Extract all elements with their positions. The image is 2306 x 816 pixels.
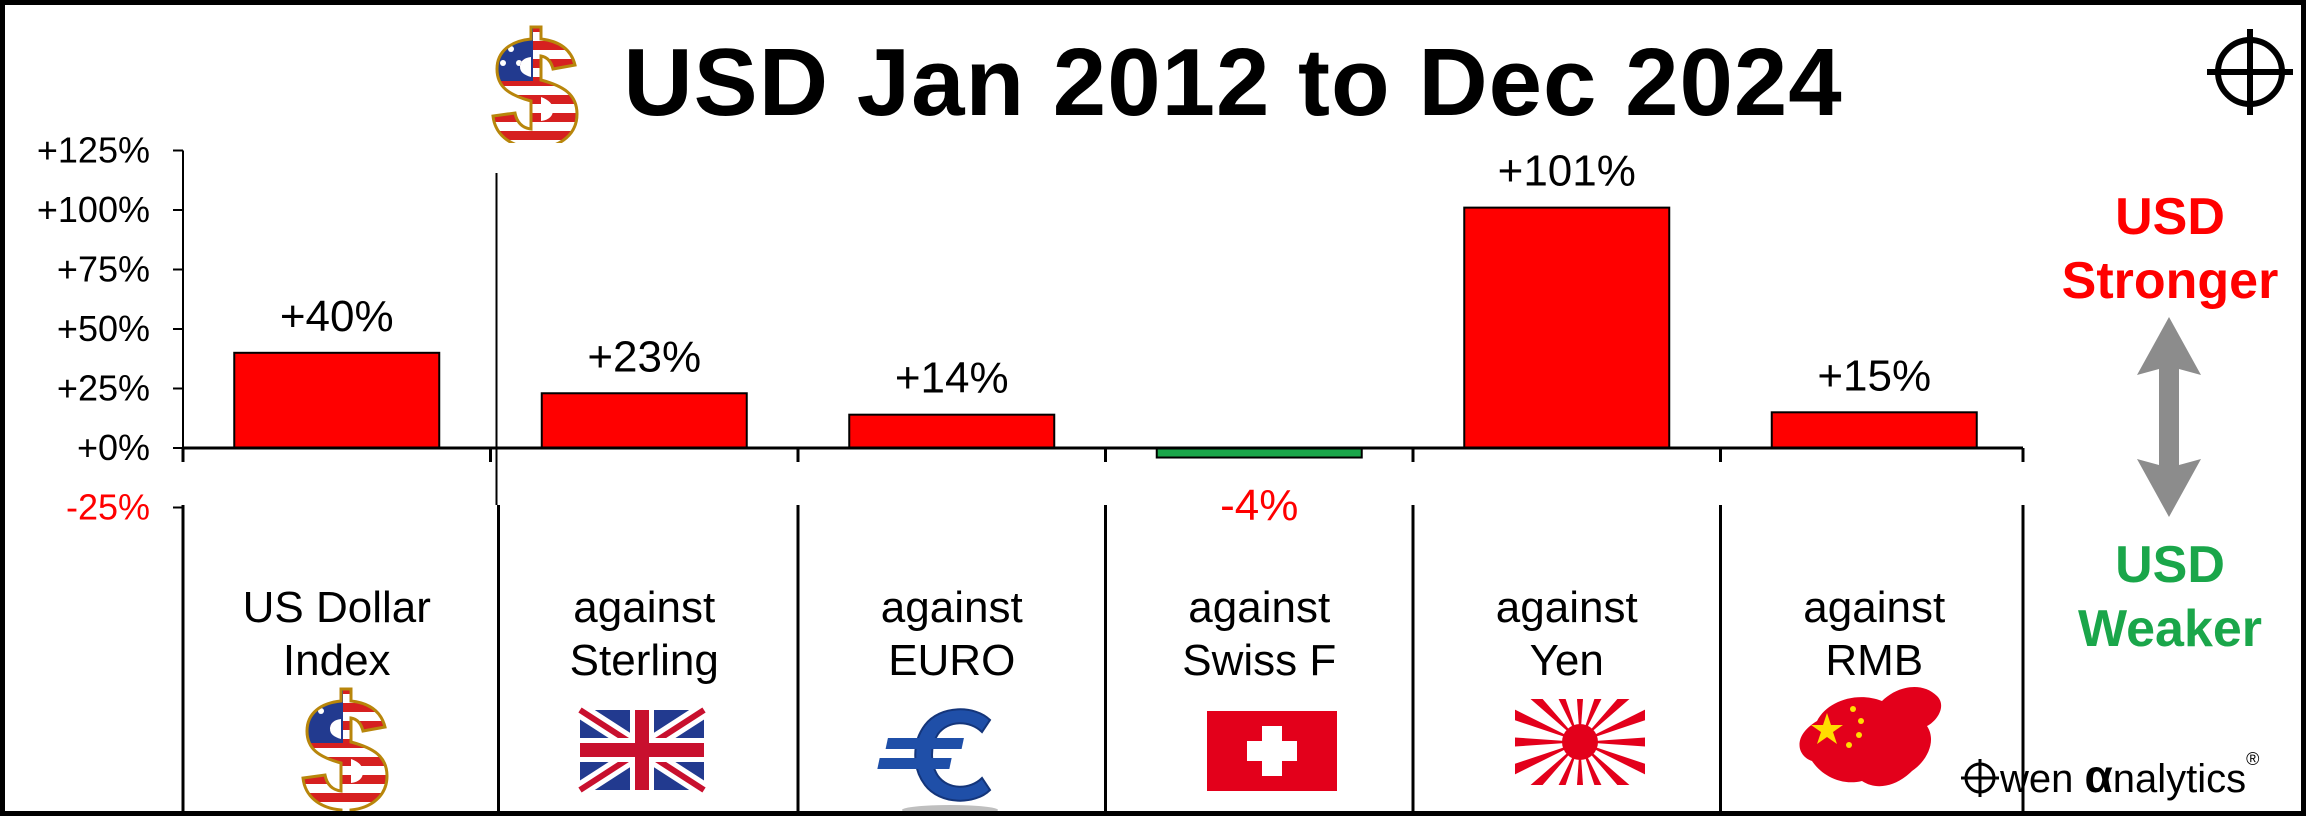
bar: [1463, 206, 1671, 449]
category-label: against: [881, 583, 1023, 632]
sun-ray: [1580, 742, 1602, 785]
chart-title-text: USD Jan 2012 to Dec 2024: [623, 29, 1843, 136]
logo-registered-mark: ®: [2246, 749, 2260, 769]
y-axis: -25% +0% +25% +50% +75% +100% +125%: [37, 130, 184, 528]
category-label: Index: [283, 636, 391, 685]
logo-suffix: nalytics: [2112, 757, 2247, 801]
category-label: RMB: [1825, 636, 1923, 685]
category-labels: US DollarIndexagainstSterlingagainstEURO…: [243, 583, 1946, 685]
euro-icon: [877, 708, 998, 811]
logo-alpha: α: [2084, 750, 2113, 802]
data-label: +101%: [1498, 147, 1636, 196]
usd-stronger-line2: Stronger: [2061, 252, 2279, 310]
bar: [540, 392, 748, 450]
china-map-flag-icon: [1799, 686, 1942, 787]
data-label: +14%: [895, 354, 1009, 403]
bar-chart: -25% +0% +25% +50% +75% +100% +125% +40% +23% +1…: [37, 130, 2025, 811]
y-tick-label: +0%: [77, 427, 150, 468]
owen-analytics-logo: wen αnalytics®: [1960, 749, 2259, 803]
category-label: against: [1496, 583, 1638, 632]
y-tick-label: +100%: [37, 189, 150, 230]
category-label: against: [1188, 583, 1330, 632]
sun-ray: [1576, 742, 1584, 785]
sun-ray: [1515, 737, 1580, 747]
usd-weaker-line1: USD: [2115, 536, 2225, 594]
category-label: Swiss F: [1182, 636, 1336, 685]
y-tick-label: -25%: [66, 487, 150, 528]
double-arrow-icon: [2137, 317, 2201, 517]
data-label: +15%: [1817, 351, 1931, 400]
dollar-flag-icon: [491, 25, 579, 143]
y-tick-label: +125%: [37, 130, 150, 171]
usd-weaker-line2: Weaker: [2077, 600, 2263, 658]
usd-weaker-label: USD Weaker: [2035, 533, 2301, 661]
category-label: against: [1803, 583, 1945, 632]
sun-ray: [1580, 709, 1645, 742]
y-tick-label: +75%: [57, 249, 150, 290]
dollar-flag-icon: [301, 687, 389, 811]
bar: [1770, 411, 1978, 449]
category-label: against: [573, 583, 715, 632]
swiss-flag-icon: [1207, 711, 1337, 791]
chart-title: USD Jan 2012 to Dec 2024: [5, 23, 2301, 143]
logo-crosshair-icon: [1961, 759, 1999, 797]
x-axis: [181, 446, 2025, 462]
union-jack-flag-icon: [575, 703, 709, 797]
logo-prefix: wen: [2000, 757, 2085, 801]
category-label: Sterling: [570, 636, 719, 685]
category-label: Yen: [1530, 636, 1604, 685]
category-label: US Dollar: [243, 583, 431, 632]
y-tick-label: +25%: [57, 368, 150, 409]
sun-ray: [1576, 699, 1584, 742]
data-labels: +40% +23% +14% -4% +101% +15%: [280, 147, 1931, 530]
data-label: +40%: [280, 292, 394, 341]
category-label: EURO: [888, 636, 1015, 685]
usd-stronger-line1: USD: [2115, 188, 2225, 246]
usd-stronger-label: USD Stronger: [2035, 185, 2301, 313]
rising-sun-flag-icon: [1515, 699, 1645, 785]
y-tick-label: +50%: [57, 308, 150, 349]
sun-ray: [1580, 742, 1630, 785]
category-dividers: [181, 173, 2025, 811]
sun-ray: [1580, 737, 1645, 747]
data-label: +23%: [587, 332, 701, 381]
bar: [233, 351, 441, 449]
data-label: -4%: [1220, 481, 1298, 530]
bar: [848, 413, 1056, 449]
crosshair-icon: [2207, 29, 2293, 115]
